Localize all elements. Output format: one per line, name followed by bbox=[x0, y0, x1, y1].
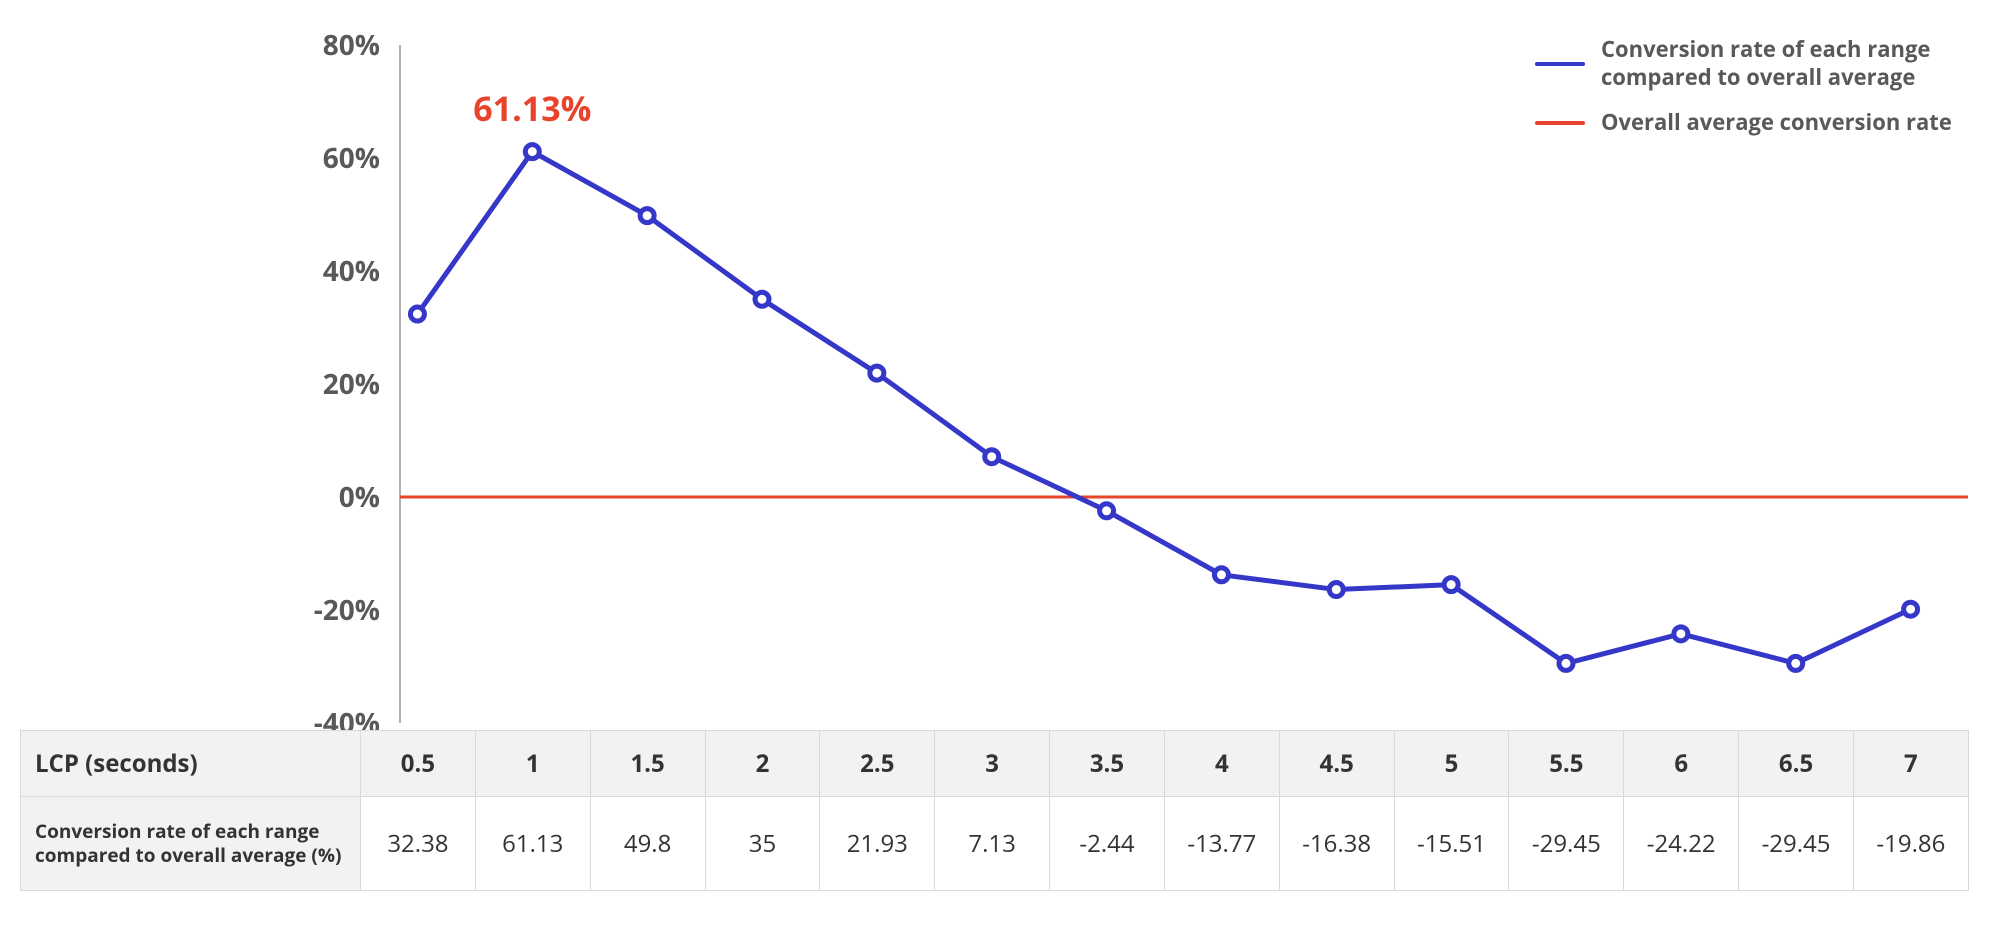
table-header-cell: 1.5 bbox=[590, 731, 705, 797]
data-point bbox=[1100, 504, 1114, 518]
legend-swatch-red bbox=[1535, 121, 1585, 125]
table-rowlabel-lcp: LCP (seconds) bbox=[21, 731, 361, 797]
peak-callout-label: 61.13% bbox=[473, 85, 591, 131]
data-point bbox=[1559, 656, 1573, 670]
table-value-cell: 21.93 bbox=[820, 797, 935, 891]
legend-item-baseline: Overall average conversion rate bbox=[1535, 109, 1986, 137]
table-header-cell: 4.5 bbox=[1279, 731, 1394, 797]
table-header-cell: 3.5 bbox=[1050, 731, 1165, 797]
data-point bbox=[1789, 656, 1803, 670]
series-line bbox=[417, 152, 1910, 664]
table-header-cell: 0.5 bbox=[361, 731, 476, 797]
data-point bbox=[1904, 602, 1918, 616]
table-value-cell: -29.45 bbox=[1509, 797, 1624, 891]
table-header-cell: 3 bbox=[935, 731, 1050, 797]
table-value-cell: -29.45 bbox=[1739, 797, 1854, 891]
legend-item-line: Conversion rate of each range compared t… bbox=[1535, 36, 1986, 91]
data-point bbox=[985, 450, 999, 464]
data-point bbox=[1444, 578, 1458, 592]
data-point bbox=[1214, 568, 1228, 582]
table-value-cell: 49.8 bbox=[590, 797, 705, 891]
legend-label-baseline: Overall average conversion rate bbox=[1601, 109, 1986, 137]
data-point bbox=[1329, 583, 1343, 597]
legend-label-line: Conversion rate of each range compared t… bbox=[1601, 36, 1986, 91]
table-value-cell: 61.13 bbox=[475, 797, 590, 891]
legend: Conversion rate of each range compared t… bbox=[1535, 36, 1986, 137]
data-point bbox=[755, 292, 769, 306]
table-value-cell: -24.22 bbox=[1624, 797, 1739, 891]
table-row-values: Conversion rate of each range compared t… bbox=[21, 797, 1969, 891]
data-point bbox=[410, 307, 424, 321]
table-header-cell: 4 bbox=[1164, 731, 1279, 797]
data-point bbox=[870, 366, 884, 380]
table-header-cell: 2.5 bbox=[820, 731, 935, 797]
table-rowlabel-conversion: Conversion rate of each range compared t… bbox=[21, 797, 361, 891]
table-header-cell: 5 bbox=[1394, 731, 1509, 797]
table-header-cell: 2 bbox=[705, 731, 820, 797]
table-value-cell: -13.77 bbox=[1164, 797, 1279, 891]
table-header-cell: 6 bbox=[1624, 731, 1739, 797]
data-point bbox=[640, 209, 654, 223]
table-value-cell: -19.86 bbox=[1853, 797, 1968, 891]
table-header-cell: 5.5 bbox=[1509, 731, 1624, 797]
legend-swatch-blue bbox=[1535, 62, 1585, 66]
table-header-cell: 7 bbox=[1853, 731, 1968, 797]
table-header-cell: 1 bbox=[475, 731, 590, 797]
table-header-cell: 6.5 bbox=[1739, 731, 1854, 797]
table-value-cell: 7.13 bbox=[935, 797, 1050, 891]
table-value-cell: -15.51 bbox=[1394, 797, 1509, 891]
table-row-header: LCP (seconds) 0.511.522.533.544.555.566.… bbox=[21, 731, 1969, 797]
table-value-cell: 35 bbox=[705, 797, 820, 891]
table-value-cell: 32.38 bbox=[361, 797, 476, 891]
table-value-cell: -16.38 bbox=[1279, 797, 1394, 891]
data-point bbox=[525, 145, 539, 159]
chart-container: { "layout": { "canvas_w": 2000, "canvas_… bbox=[0, 0, 2000, 940]
data-table: LCP (seconds) 0.511.522.533.544.555.566.… bbox=[20, 730, 1969, 891]
data-point bbox=[1674, 627, 1688, 641]
table-value-cell: -2.44 bbox=[1050, 797, 1165, 891]
